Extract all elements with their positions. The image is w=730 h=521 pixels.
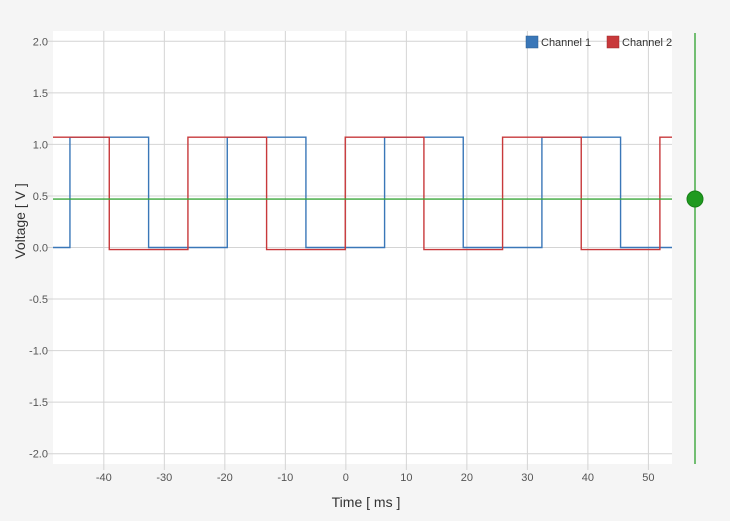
x-tick-labels: -40 -30 -20 -10 0 10 20 30 40 50 [96, 472, 655, 484]
y-tick-label: 2.0 [33, 36, 48, 48]
x-tick-label: 20 [461, 472, 473, 484]
y-tick-label: 0.5 [33, 191, 48, 203]
trigger-control [53, 33, 704, 464]
x-tick-label: -20 [217, 472, 233, 484]
y-tick-label: 1.0 [33, 139, 48, 151]
traces [53, 136, 672, 251]
x-tick-label: -10 [277, 472, 293, 484]
trigger-slider-handle[interactable] [686, 190, 704, 208]
y-tick-label: 1.5 [33, 88, 48, 100]
x-tick-label: 30 [521, 472, 533, 484]
y-tick-label: -0.5 [29, 294, 48, 306]
legend-swatch-channel-1 [525, 35, 539, 49]
y-tick-labels: 2.0 1.5 1.0 0.5 0.0 -0.5 -1.0 -1.5 -2.0 [29, 36, 48, 460]
x-tick-label: -30 [156, 472, 172, 484]
x-tick-label: 50 [642, 472, 654, 484]
legend-label-channel-2: Channel 2 [622, 37, 672, 49]
y-axis-title: Voltage [ V ] [12, 183, 28, 259]
x-tick-label: 10 [400, 472, 412, 484]
legend-swatch-channel-2 [606, 35, 620, 49]
x-tick-label: 0 [343, 472, 349, 484]
y-tick-label: -1.5 [29, 397, 48, 409]
trace-channel-2 [53, 136, 672, 251]
y-tick-label: 0.0 [33, 243, 48, 255]
x-tick-label: 40 [582, 472, 594, 484]
legend: Channel 1 Channel 2 [525, 35, 672, 49]
legend-label-channel-1: Channel 1 [541, 37, 591, 49]
legend-item-channel-2[interactable]: Channel 2 [606, 35, 672, 49]
y-tick-label: -1.0 [29, 346, 48, 358]
legend-item-channel-1[interactable]: Channel 1 [525, 35, 591, 49]
x-axis-title: Time [ ms ] [332, 494, 401, 510]
x-tick-label: -40 [96, 472, 112, 484]
y-tick-label: -2.0 [29, 449, 48, 461]
